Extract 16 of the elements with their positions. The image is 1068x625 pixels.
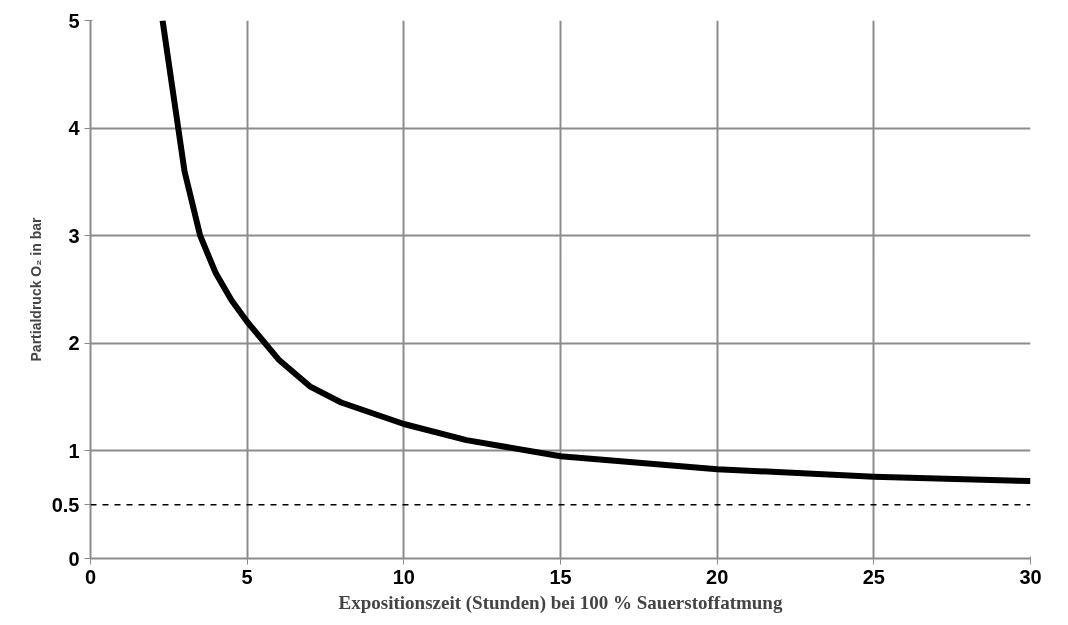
y-tick-label: 2 — [68, 332, 80, 355]
y-tick-label: 0 — [68, 547, 80, 570]
x-tick-label: 30 — [1019, 565, 1042, 588]
y-tick-label: 5 — [68, 9, 80, 32]
y-tick-label: 3 — [68, 224, 80, 247]
x-axis-title: Expositionszeit (Stunden) bei 100 % Sauerstoffatmung — [338, 591, 783, 614]
x-tick-label: 15 — [549, 565, 572, 588]
x-tick-label: 0 — [84, 565, 97, 588]
y-tick-label: 1 — [68, 439, 80, 462]
x-tick-label: 10 — [392, 565, 415, 588]
y-tick-label: 0.5 — [51, 493, 80, 516]
y-tick-label: 4 — [68, 117, 81, 140]
x-tick-label: 25 — [862, 565, 885, 588]
y-axis-title: Partialdruck O₂ in bar — [27, 216, 44, 362]
x-tick-label: 20 — [706, 565, 729, 588]
x-tick-label: 5 — [241, 565, 253, 588]
